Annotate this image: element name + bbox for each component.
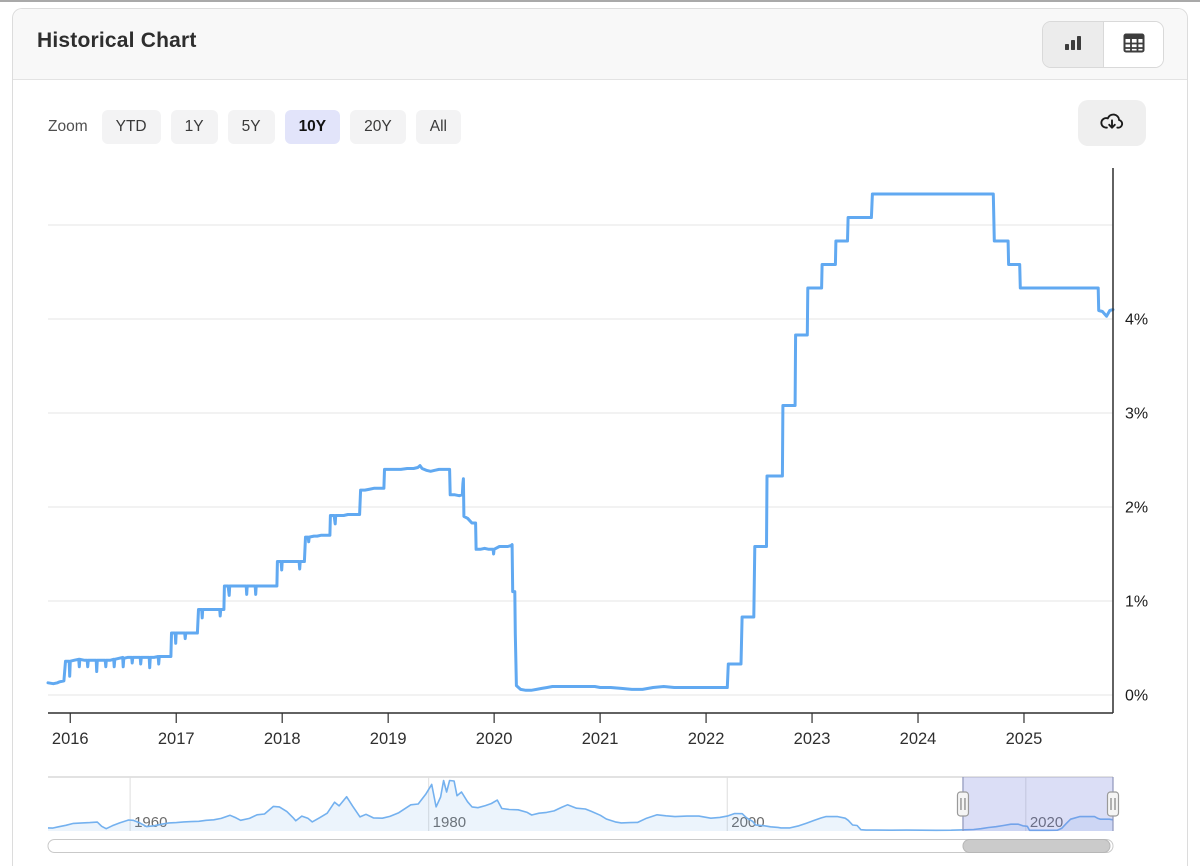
y-axis-label: 0% — [1125, 688, 1148, 705]
y-axis-label: 4% — [1125, 312, 1148, 329]
download-button[interactable] — [1078, 100, 1146, 146]
zoom-button-all[interactable]: All — [415, 110, 461, 144]
zoom-button-20y[interactable]: 20Y — [350, 110, 406, 144]
navigator-series-line — [47, 779, 1114, 832]
x-axis-label: 2021 — [582, 730, 619, 748]
x-axis-label: 2019 — [370, 730, 407, 748]
navigator-year-label: 2020 — [1030, 814, 1063, 831]
x-axis-label: 2016 — [52, 730, 89, 748]
x-axis-label: 2022 — [688, 730, 725, 748]
page-title: Historical Chart — [37, 29, 197, 52]
x-axis-label: 2024 — [900, 730, 937, 748]
table-icon — [1122, 32, 1146, 57]
x-axis-label: 2018 — [264, 730, 301, 748]
navigator-handle-left[interactable] — [956, 791, 970, 817]
page-top-edge — [0, 0, 1200, 2]
scrollbar-track[interactable] — [47, 839, 1114, 853]
table-view-button[interactable] — [1103, 22, 1163, 67]
navigator-year-label: 2000 — [731, 814, 764, 831]
y-axis-label: 2% — [1125, 500, 1148, 517]
navigator-selection[interactable] — [962, 777, 1113, 831]
scrollbar-thumb[interactable] — [962, 839, 1111, 853]
navigator-handle-right[interactable] — [1106, 791, 1120, 817]
x-axis-label: 2023 — [794, 730, 831, 748]
x-axis-label: 2017 — [158, 730, 195, 748]
zoom-button-ytd[interactable]: YTD — [101, 110, 161, 144]
cloud-download-icon — [1097, 108, 1127, 139]
y-axis-label: 3% — [1125, 406, 1148, 423]
zoom-button-1y[interactable]: 1Y — [170, 110, 218, 144]
navigator-area-fill — [48, 780, 1113, 831]
zoom-button-10y[interactable]: 10Y — [284, 110, 341, 144]
x-axis-label: 2020 — [476, 730, 513, 748]
card-header: Historical Chart — [13, 9, 1187, 80]
bar-chart-icon — [1062, 32, 1084, 57]
rate-series-line — [46, 192, 1115, 692]
zoom-button-5y[interactable]: 5Y — [227, 110, 275, 144]
zoom-label: Zoom — [48, 118, 88, 135]
view-toggle — [1042, 21, 1164, 68]
x-axis-label: 2025 — [1006, 730, 1043, 748]
navigator-year-label: 1960 — [134, 814, 167, 831]
navigator-year-label: 1980 — [433, 814, 466, 831]
zoom-toolbar: Zoom YTD 1Y 5Y 10Y 20Y All — [48, 110, 461, 144]
chart-view-button[interactable] — [1043, 22, 1103, 67]
y-axis-label: 1% — [1125, 594, 1148, 611]
